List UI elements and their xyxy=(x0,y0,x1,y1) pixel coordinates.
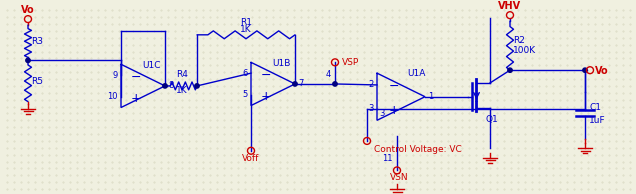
Text: C1: C1 xyxy=(589,103,601,112)
Circle shape xyxy=(26,58,30,62)
Text: R3: R3 xyxy=(31,37,43,46)
Text: +: + xyxy=(389,104,399,117)
Text: 11: 11 xyxy=(382,154,393,163)
Text: U1C: U1C xyxy=(142,61,161,70)
Text: 4: 4 xyxy=(326,70,331,79)
Text: 9: 9 xyxy=(113,71,118,80)
Text: 3: 3 xyxy=(379,109,384,119)
Text: U1B: U1B xyxy=(273,59,291,68)
Text: 7: 7 xyxy=(298,80,303,88)
Text: −: − xyxy=(389,80,399,93)
Text: R1: R1 xyxy=(240,18,252,27)
Text: R4: R4 xyxy=(176,70,188,79)
Text: VHV: VHV xyxy=(499,1,522,11)
Text: Vo: Vo xyxy=(595,66,609,76)
Circle shape xyxy=(508,68,512,72)
Text: 1: 1 xyxy=(428,92,433,101)
Circle shape xyxy=(293,82,297,86)
Text: 5: 5 xyxy=(243,90,248,99)
Text: 8: 8 xyxy=(168,81,174,90)
Circle shape xyxy=(583,68,587,72)
Text: Q1: Q1 xyxy=(486,115,499,124)
Circle shape xyxy=(195,84,199,88)
Text: −: − xyxy=(131,71,142,84)
Text: 10: 10 xyxy=(107,92,118,101)
Text: +: + xyxy=(131,92,142,105)
Text: VSN: VSN xyxy=(390,173,408,182)
Circle shape xyxy=(333,82,337,86)
Text: −: − xyxy=(261,69,272,82)
Text: VSP: VSP xyxy=(342,58,359,67)
Text: 6: 6 xyxy=(242,69,248,78)
Text: R2: R2 xyxy=(513,36,525,45)
Text: 3: 3 xyxy=(369,104,374,113)
Text: +: + xyxy=(261,90,272,103)
Text: Voff: Voff xyxy=(242,154,259,163)
Text: R5: R5 xyxy=(31,76,43,86)
Text: 1K: 1K xyxy=(240,25,252,34)
Circle shape xyxy=(163,84,167,88)
Text: Control Voltage: VC: Control Voltage: VC xyxy=(374,145,462,154)
Text: Vo: Vo xyxy=(21,5,35,15)
Text: 100K: 100K xyxy=(513,46,536,55)
Text: 1K: 1K xyxy=(176,86,188,95)
Text: 1uF: 1uF xyxy=(589,116,605,125)
Text: 2: 2 xyxy=(369,81,374,89)
Text: U1A: U1A xyxy=(408,69,425,78)
